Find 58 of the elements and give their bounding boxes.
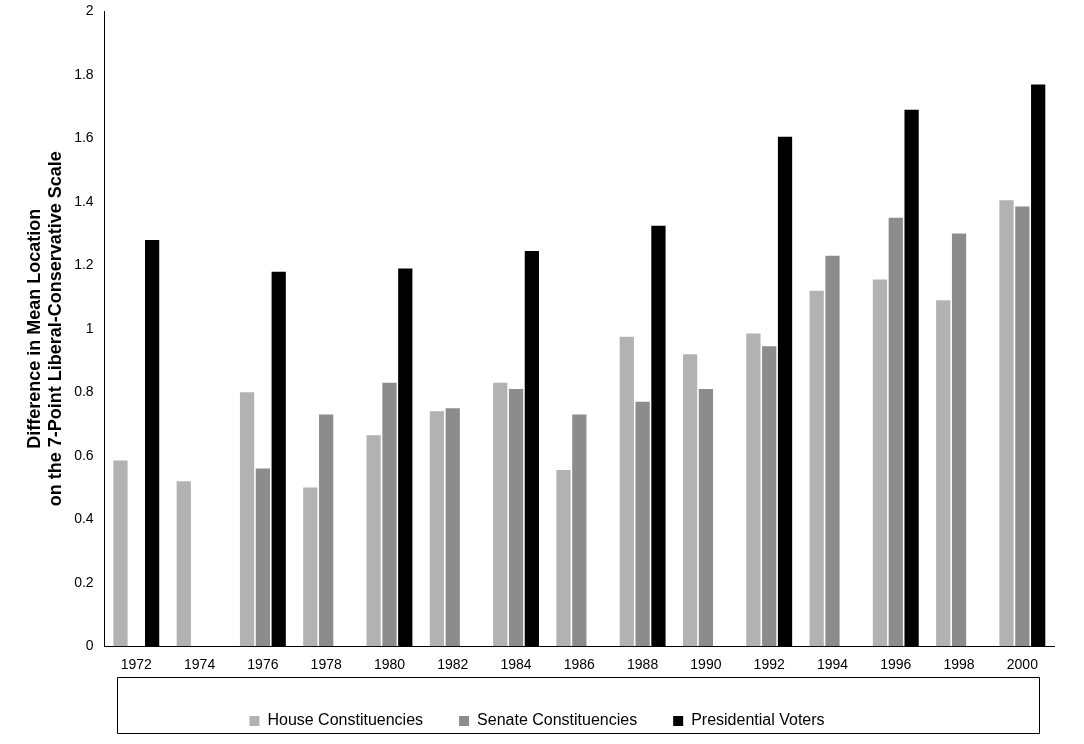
y-tick-label: 1 (85, 319, 94, 336)
legend-label: Presidential Voters (691, 711, 825, 729)
x-tick-label: 1982 (437, 656, 469, 673)
x-tick-label: 1994 (816, 656, 849, 673)
y-tick-label: 0.4 (74, 510, 94, 527)
x-tick-label: 1996 (880, 656, 912, 673)
bar (698, 389, 714, 647)
bar (809, 290, 824, 647)
bar (303, 487, 318, 647)
bar (366, 435, 381, 647)
bar (888, 217, 903, 647)
bar (1015, 206, 1030, 647)
x-tick-label: 1978 (310, 656, 342, 673)
y-tick-label: 0.2 (74, 573, 94, 590)
y-tick-label: 2 (85, 2, 94, 19)
x-tick-label: 1990 (690, 656, 722, 673)
x-tick-label: 1972 (120, 656, 153, 673)
x-tick-label: 1998 (943, 656, 975, 673)
y-tick-label: 1.6 (74, 129, 94, 146)
y-tick-label: 0.6 (74, 446, 94, 463)
bar (572, 414, 587, 647)
x-tick-label: 1974 (184, 656, 216, 673)
x-tick-label: 1984 (500, 656, 532, 673)
bar (255, 468, 271, 647)
legend-label: Senate Constituencies (477, 711, 638, 729)
bar (429, 411, 445, 647)
x-tick-label: 2000 (1006, 656, 1039, 673)
bar (619, 336, 634, 647)
bar (872, 279, 888, 647)
bar (746, 333, 761, 647)
bar (493, 382, 508, 647)
bar (239, 392, 255, 647)
y-tick-label: 1.2 (74, 256, 94, 273)
y-tick-label: 1.4 (74, 192, 94, 209)
x-tick-label: 1976 (247, 656, 279, 673)
x-tick-label: 1986 (563, 656, 596, 673)
bar (825, 255, 840, 647)
legend-label: House Constituencies (267, 711, 424, 729)
y-axis-title: Difference in Mean Location on the 7-Point Liberal-Conservative Scale (23, 151, 66, 507)
bar (556, 470, 571, 647)
bar (999, 200, 1014, 647)
bar (319, 414, 334, 647)
bar (113, 460, 128, 647)
bar (445, 408, 460, 647)
bar (635, 401, 650, 647)
bar (936, 300, 951, 647)
y-tick-label: 0 (85, 637, 94, 654)
x-tick-label: 1988 (627, 656, 659, 673)
bar (382, 382, 397, 647)
y-tick-label: 1.8 (74, 65, 94, 82)
bar (762, 346, 777, 647)
bar (508, 389, 524, 647)
bar (682, 354, 698, 647)
x-tick-label: 1992 (753, 656, 785, 673)
bar (176, 481, 191, 647)
x-tick-label: 1980 (373, 656, 406, 673)
bar (951, 233, 967, 647)
y-tick-label: 0.8 (74, 383, 94, 400)
